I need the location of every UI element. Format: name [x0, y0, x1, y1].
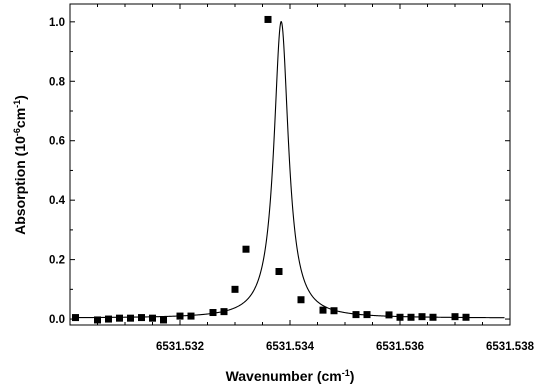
data-point [187, 312, 195, 320]
x-tick-label: 6531.538 [486, 341, 535, 353]
data-point [242, 245, 250, 253]
data-point [149, 314, 156, 322]
y-tick-label: 0.4 [49, 195, 66, 207]
y-axis-title: Absorption (10-6cm-1) [12, 95, 28, 235]
data-point [264, 15, 272, 23]
data-point [220, 308, 228, 316]
data-point [209, 309, 217, 317]
y-tick-label: 0.0 [49, 314, 65, 326]
fit-curve-layer [75, 21, 505, 319]
x-tick-label: 6531.532 [156, 341, 204, 353]
data-point [160, 316, 167, 324]
data-point [116, 314, 123, 322]
data-point [429, 313, 437, 321]
data-point [319, 306, 327, 314]
x-tick-label: 6531.534 [266, 341, 315, 353]
data-point [418, 313, 426, 321]
data-point [352, 311, 360, 319]
data-point [462, 313, 470, 321]
data-point [138, 314, 145, 322]
y-tick-label: 0.8 [49, 76, 66, 88]
fit-curve [75, 21, 505, 319]
data-point [127, 314, 134, 322]
data-point [330, 307, 338, 315]
y-tick-label: 0.6 [49, 136, 65, 148]
y-tick-label: 1.0 [49, 17, 65, 29]
data-point [396, 313, 404, 321]
data-point [176, 312, 184, 320]
data-point [385, 311, 393, 319]
data-point [72, 314, 79, 322]
data-point [94, 316, 101, 324]
data-point [297, 296, 305, 304]
data-point [231, 285, 239, 293]
plot-frame [69, 3, 511, 326]
data-point [275, 268, 283, 275]
y-tick-label: 0.2 [49, 255, 65, 267]
data-point [105, 315, 112, 323]
x-axis-title: Wavenumber (cm-1) [226, 368, 355, 384]
data-points-layer [72, 15, 470, 324]
data-point [451, 313, 459, 321]
data-point [407, 313, 415, 321]
x-tick-label: 6531.536 [376, 341, 424, 353]
data-point [363, 311, 371, 319]
y-axis-ticks: 0.0 0.2 0.4 0.6 0.8 1.0 [49, 17, 510, 326]
